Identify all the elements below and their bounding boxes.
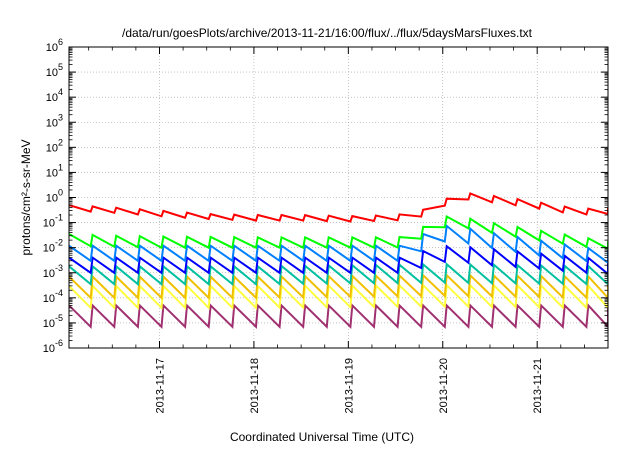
- chart-title: /data/run/goesPlots/archive/2013-11-21/1…: [122, 26, 533, 40]
- y-tick-label: 10-5: [43, 313, 63, 330]
- y-tick-label: 10-4: [43, 288, 63, 305]
- y-tick-label: 101: [46, 162, 63, 179]
- series-group: [69, 192, 608, 330]
- x-tick-label: 2013-11-18: [249, 358, 261, 413]
- series-line: [69, 192, 608, 223]
- x-tick-label: 2013-11-19: [343, 358, 355, 413]
- y-tick-label: 10-2: [43, 238, 63, 255]
- series-line: [69, 273, 608, 300]
- y-axis-title: protons/cm²-s-sr-MeV: [19, 139, 33, 255]
- x-tick-label: 2013-11-21: [532, 358, 544, 413]
- plot-frame: [68, 46, 609, 349]
- series-line: [69, 303, 608, 330]
- y-tick-label: 102: [46, 137, 63, 154]
- series-line: [69, 282, 608, 311]
- y-tick-label: 10-6: [43, 338, 63, 355]
- y-tick-label: 104: [46, 87, 63, 104]
- y-tick-label: 106: [46, 37, 63, 54]
- y-tick-label: 105: [46, 62, 63, 79]
- y-tick-label: 10-1: [43, 213, 63, 230]
- series-line: [69, 223, 608, 265]
- x-axis-title: Coordinated Universal Time (UTC): [230, 430, 414, 444]
- series-line: [69, 214, 608, 250]
- series-line: [69, 244, 608, 276]
- y-tick-label: 100: [46, 188, 63, 205]
- series-line: [69, 262, 608, 287]
- y-tick-label: 103: [46, 112, 63, 129]
- x-tick-label: 2013-11-20: [438, 358, 450, 413]
- x-tick-label: 2013-11-17: [154, 358, 166, 413]
- grid: [69, 47, 608, 348]
- y-tick-label: 10-3: [43, 263, 63, 280]
- axes: 10-6 10-5 10-4 10-3 10-2 10-1 100 101 102 103 104 1…: [43, 37, 609, 413]
